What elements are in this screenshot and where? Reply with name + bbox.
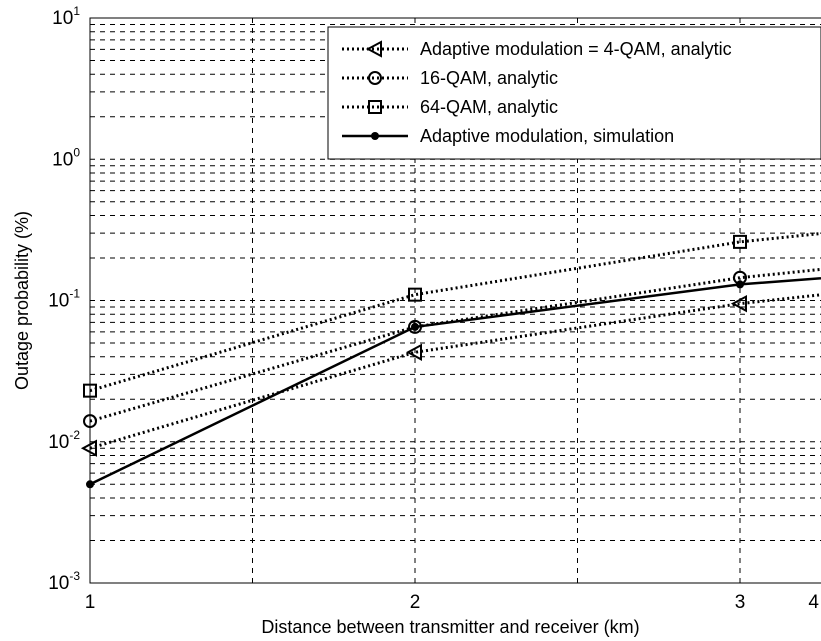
y-tick-label: 10-2 [48, 428, 80, 453]
marker-square [368, 100, 382, 114]
legend-box [327, 26, 821, 160]
series-4 [86, 276, 821, 489]
plot-frame [89, 17, 821, 584]
series-line [89, 231, 821, 393]
marker-dot [86, 480, 94, 489]
y-tick-label: 10-3 [48, 569, 80, 594]
legend-label: Adaptive modulation, simulation [420, 126, 674, 146]
legend: Adaptive modulation = 4-QAM, analytic 16-… [327, 26, 821, 160]
y-axis-label: Outage probability (%) [12, 211, 32, 390]
marker-triangle [80, 439, 97, 457]
series-group [80, 231, 821, 489]
marker-triangle [730, 294, 747, 313]
marker-square [408, 287, 422, 302]
marker-circle [368, 71, 382, 85]
marker-square [83, 383, 97, 398]
legend-item: Adaptive modulation = 4-QAM, analytic [342, 39, 732, 59]
y-tick-label: 10-1 [48, 287, 80, 312]
legend-label: Adaptive modulation = 4-QAM, analytic [420, 39, 732, 59]
x-axis-label: Distance between transmitter and receive… [261, 617, 639, 637]
y-tick-label: 101 [52, 4, 80, 29]
marker-triangle [405, 343, 422, 361]
y-tick-label: 100 [52, 145, 80, 170]
legend-item: 16-QAM, analytic [342, 68, 558, 88]
grid-lines [90, 18, 821, 583]
marker-circle [83, 414, 97, 429]
legend-label: 64-QAM, analytic [420, 97, 558, 117]
series-line [89, 276, 821, 486]
x-tick-label: 4 [808, 592, 819, 613]
series-line [89, 267, 821, 423]
legend-label: 16-QAM, analytic [420, 68, 558, 88]
x-tick-label: 3 [735, 592, 746, 613]
marker-dot [411, 322, 419, 331]
marker-square [733, 234, 747, 249]
marker-dot [371, 132, 379, 140]
marker-triangle [365, 40, 382, 58]
y-axis-ticks: 10-3 10-2 10-1 100 101 [48, 4, 80, 594]
series-1 [80, 293, 821, 457]
series-line [89, 293, 821, 450]
x-axis-ticks: 1 2 3 4 [85, 592, 820, 613]
marker-dot [736, 280, 744, 289]
legend-item: Adaptive modulation, simulation [342, 126, 674, 146]
x-tick-label: 1 [85, 592, 96, 613]
x-tick-label: 2 [410, 592, 421, 613]
series-3 [83, 231, 821, 398]
legend-item: 64-QAM, analytic [342, 97, 558, 117]
